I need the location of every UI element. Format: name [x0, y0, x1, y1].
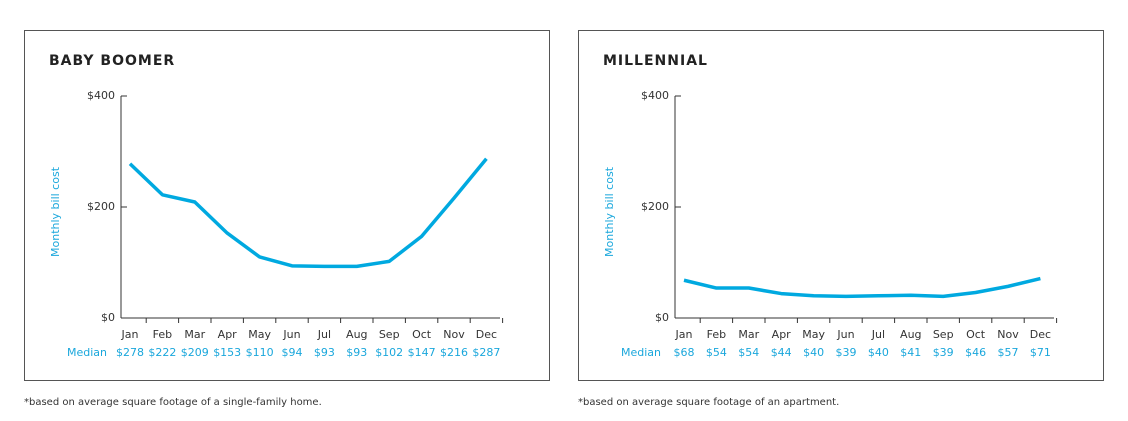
y-tick-label: $200 — [87, 200, 115, 213]
x-tick-label: Feb — [707, 328, 726, 341]
x-tick-label: Sep — [379, 328, 400, 341]
value-label: $39 — [933, 346, 954, 359]
footnote: *based on average square footage of an a… — [578, 397, 839, 408]
value-label: $54 — [706, 346, 727, 359]
chart-title: MILLENNIAL — [603, 53, 708, 69]
y-tick-label: $400 — [87, 89, 115, 102]
chart-title: BABY BOOMER — [49, 53, 175, 69]
y-axis-label: Monthly bill cost — [603, 166, 616, 257]
x-tick-label: May — [248, 328, 271, 341]
value-label: $110 — [246, 346, 274, 359]
value-label: $94 — [282, 346, 303, 359]
x-tick-label: Nov — [443, 328, 465, 341]
x-tick-label: Aug — [346, 328, 367, 341]
x-tick-label: Aug — [900, 328, 921, 341]
value-label: $287 — [472, 346, 500, 359]
value-label: $40 — [803, 346, 824, 359]
x-tick-label: Apr — [218, 328, 238, 341]
value-label: $278 — [116, 346, 144, 359]
row-label: Median — [67, 346, 107, 359]
panel — [24, 30, 550, 381]
value-label: $102 — [375, 346, 403, 359]
x-tick-label: Oct — [412, 328, 432, 341]
x-tick-label: Apr — [772, 328, 792, 341]
value-label: $41 — [900, 346, 921, 359]
value-label: $40 — [868, 346, 889, 359]
x-tick-label: Jan — [675, 328, 693, 341]
x-tick-label: Nov — [997, 328, 1019, 341]
x-tick-label: Jun — [836, 328, 854, 341]
panel — [578, 30, 1104, 381]
x-tick-label: Mar — [738, 328, 759, 341]
value-label: $93 — [346, 346, 367, 359]
value-label: $44 — [771, 346, 792, 359]
x-tick-label: Feb — [153, 328, 172, 341]
x-tick-label: Jun — [282, 328, 300, 341]
y-tick-label: $0 — [655, 311, 669, 324]
y-tick-label: $0 — [101, 311, 115, 324]
value-label: $54 — [738, 346, 759, 359]
y-axis-label: Monthly bill cost — [49, 166, 62, 257]
row-label: Median — [621, 346, 661, 359]
y-tick-label: $200 — [641, 200, 669, 213]
line — [128, 157, 488, 269]
value-label: $57 — [998, 346, 1019, 359]
value-label: $68 — [674, 346, 695, 359]
value-label: $39 — [836, 346, 857, 359]
x-tick-label: Dec — [1030, 328, 1051, 341]
x-tick-label: May — [802, 328, 825, 341]
value-label: $46 — [965, 346, 986, 359]
value-label: $147 — [408, 346, 436, 359]
value-label: $93 — [314, 346, 335, 359]
value-label: $216 — [440, 346, 468, 359]
x-tick-label: Jul — [871, 328, 885, 341]
x-tick-label: Oct — [966, 328, 986, 341]
x-tick-label: Dec — [476, 328, 497, 341]
y-tick-label: $400 — [641, 89, 669, 102]
x-tick-label: Mar — [184, 328, 205, 341]
x-tick-label: Jan — [121, 328, 139, 341]
line — [683, 276, 1041, 299]
x-tick-label: Jul — [317, 328, 331, 341]
x-tick-label: Sep — [933, 328, 954, 341]
footnote: *based on average square footage of a si… — [24, 397, 322, 408]
value-label: $153 — [213, 346, 241, 359]
value-label: $71 — [1030, 346, 1051, 359]
value-label: $222 — [148, 346, 176, 359]
value-label: $209 — [181, 346, 209, 359]
